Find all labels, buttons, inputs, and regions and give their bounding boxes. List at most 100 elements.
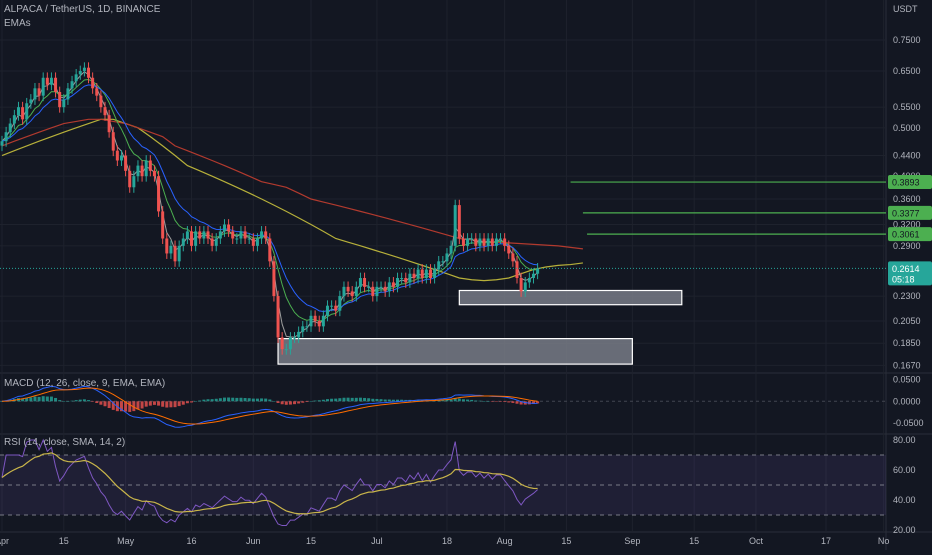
price-level-tag — [888, 205, 932, 220]
macd-histogram-bar — [140, 401, 144, 409]
ema-legend[interactable]: EMAs — [4, 18, 31, 29]
macd-histogram-bar — [29, 397, 33, 402]
rsi-tick-label: 40.00 — [893, 495, 916, 505]
macd-histogram-bar — [91, 401, 95, 402]
candle-body — [457, 205, 461, 239]
candle-body — [218, 231, 222, 239]
candle-body — [503, 238, 507, 246]
candle-body — [445, 253, 449, 262]
rsi-legend[interactable]: RSI (14, close, SMA, 14, 2) — [4, 437, 126, 448]
macd-histogram-bar — [37, 396, 41, 402]
candle-body — [334, 305, 338, 311]
macd-tick-label: 0.0000 — [893, 396, 921, 406]
candle-body — [136, 165, 140, 177]
candle-body — [190, 231, 194, 246]
symbol-title[interactable]: ALPACA / TetherUS, 1D, BINANCE — [4, 4, 161, 15]
macd-histogram-bar — [99, 401, 103, 405]
candle-body — [396, 278, 400, 287]
macd-histogram-bar — [103, 401, 107, 407]
candle-body — [74, 74, 78, 82]
macd-histogram-bar — [280, 401, 284, 405]
macd-histogram-bar — [260, 398, 264, 402]
candle-body — [99, 95, 103, 108]
candle-body — [214, 238, 218, 246]
macd-histogram-bar — [95, 401, 99, 403]
price-tick-label: 0.1850 — [893, 338, 921, 348]
ema-fast-line — [1, 78, 538, 322]
candle-body — [111, 132, 115, 151]
candle-body — [404, 278, 408, 283]
macd-histogram-bar — [124, 401, 128, 412]
macd-histogram-bar — [25, 397, 29, 402]
rsi-line — [1, 438, 538, 527]
candle-body — [157, 176, 161, 212]
macd-histogram-bar — [284, 401, 288, 405]
macd-histogram-bar — [107, 401, 111, 409]
candle-body — [165, 238, 169, 254]
candle-body — [78, 70, 82, 75]
candle-body — [206, 231, 210, 239]
macd-histogram-bar — [515, 401, 519, 404]
candle-body — [264, 231, 268, 239]
macd-legend[interactable]: MACD (12, 26, close, 9, EMA, EMA) — [4, 378, 166, 389]
macd-histogram-bar — [536, 401, 540, 404]
candle-body — [268, 238, 272, 262]
candle-body — [222, 224, 226, 232]
candle-body — [338, 296, 342, 311]
macd-histogram-bar — [461, 399, 465, 402]
candle-body — [280, 337, 284, 350]
candle-body — [235, 238, 239, 240]
candle-body — [272, 261, 276, 297]
macd-histogram-bar — [511, 401, 515, 403]
macd-histogram-bar — [264, 398, 268, 402]
time-tick-label: 15 — [59, 536, 69, 546]
candle-body — [70, 81, 74, 89]
macd-histogram-bar — [338, 398, 342, 402]
candle-body — [416, 269, 420, 279]
candle-body — [536, 268, 540, 274]
macd-histogram-bar — [152, 401, 156, 405]
macd-histogram-bar — [363, 397, 367, 402]
support-zone — [458, 289, 683, 306]
macd-histogram-bar — [272, 401, 276, 402]
macd-histogram-bar — [293, 401, 297, 405]
candle-body — [202, 231, 206, 239]
macd-histogram-bar — [41, 396, 45, 402]
macd-histogram-bar — [367, 398, 371, 402]
candle-body — [148, 160, 152, 171]
macd-histogram-bar — [453, 398, 457, 402]
ema-line — [1, 118, 583, 282]
candle-body — [177, 245, 181, 262]
candle-body — [284, 349, 288, 351]
candle-body — [486, 238, 490, 246]
candle-body — [301, 326, 305, 332]
macd-histogram-bar — [227, 397, 231, 402]
candle-body — [288, 337, 292, 350]
candle-body — [16, 107, 20, 116]
time-tick-label: 15 — [561, 536, 571, 546]
ema-fast-line — [1, 71, 538, 338]
macd-histogram-bar — [391, 399, 395, 402]
candle-body — [383, 286, 387, 292]
candle-body — [408, 273, 412, 283]
macd-histogram-bar — [78, 399, 82, 402]
candle-body — [169, 245, 173, 254]
macd-histogram-bar — [169, 401, 173, 408]
price-level-tag — [888, 175, 932, 190]
candle-body — [41, 77, 45, 96]
macd-histogram-bar — [445, 399, 449, 402]
candle-body — [523, 282, 527, 292]
price-tick-label: 0.1670 — [893, 360, 921, 370]
macd-histogram-bar — [148, 401, 152, 406]
candle-body — [185, 231, 189, 239]
macd-histogram-bar — [268, 399, 272, 402]
macd-histogram-bar — [190, 401, 194, 403]
macd-histogram-bar — [58, 400, 62, 402]
candle-body — [82, 67, 86, 71]
candle-body — [255, 238, 259, 246]
price-tick-label: 0.2050 — [893, 316, 921, 326]
macd-histogram-bar — [235, 397, 239, 402]
macd-histogram-bar — [161, 401, 165, 407]
